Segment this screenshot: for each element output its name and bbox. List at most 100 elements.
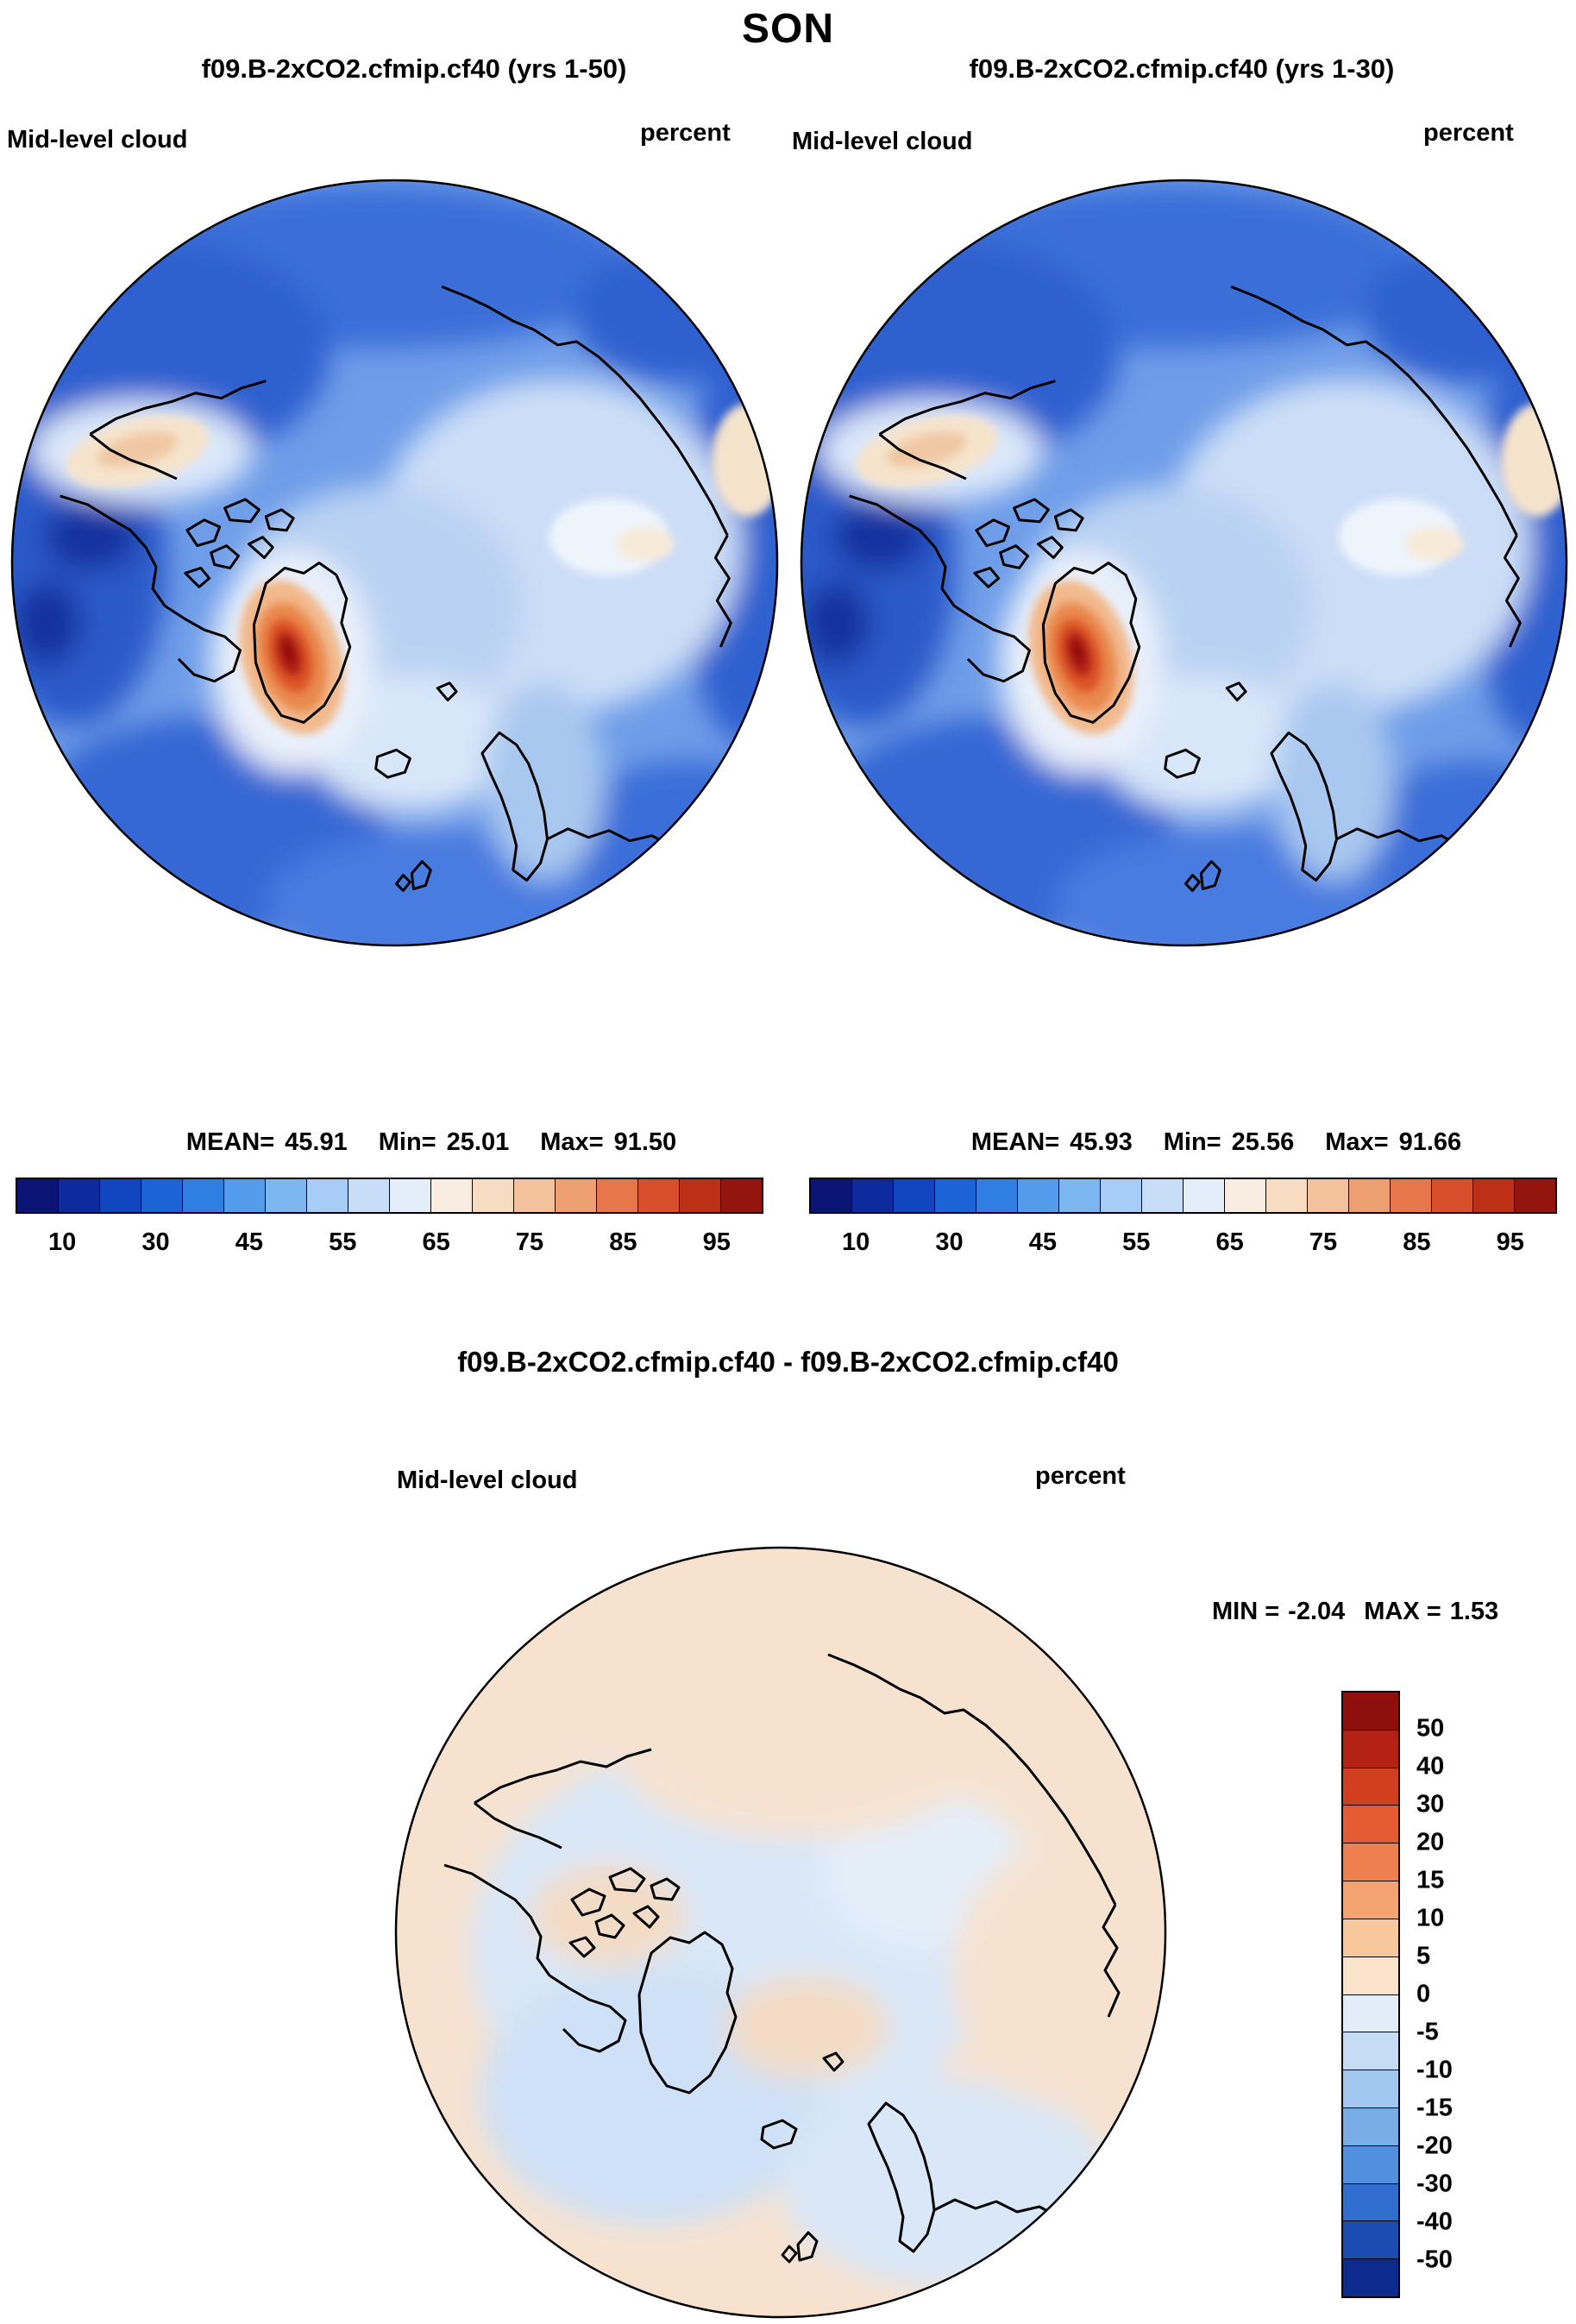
colorbar-left: [16, 1178, 763, 1214]
colorbar-segment: [265, 1179, 306, 1212]
colorbar-ticks-right: 10 30 45 55 65 75 85 95: [809, 1223, 1557, 1259]
colorbar-segment: [1343, 1918, 1398, 1957]
colorbar-label: 15: [1416, 1866, 1445, 1894]
colorbar-segment: [389, 1179, 430, 1212]
colorbar-segment: [223, 1179, 265, 1212]
colorbar-tick: 45: [235, 1228, 264, 1256]
colorbar-label: -5: [1416, 2018, 1439, 2046]
colorbar-segment: [1343, 2258, 1398, 2296]
colorbar-segment: [934, 1179, 976, 1212]
colorbar-segment: [1100, 1179, 1141, 1212]
colorbar-label: 5: [1416, 1942, 1431, 1970]
colorbar-tick: 30: [935, 1228, 964, 1256]
run-title-right: f09.B-2xCO2.cfmip.cf40 (yrs 1-30): [969, 53, 1395, 84]
polar-map-left: [9, 177, 781, 949]
colorbar-segment: [1017, 1179, 1058, 1212]
colorbar-segment: [1058, 1179, 1100, 1212]
colorbar-tick: 65: [1215, 1228, 1244, 1256]
polar-map-difference: [392, 1544, 1169, 2321]
colorbar-tick: 30: [141, 1228, 170, 1256]
colorbar-tick: 10: [842, 1228, 870, 1256]
colorbar-label: 0: [1416, 1980, 1431, 2008]
diff-max-value: 1.53: [1449, 1598, 1499, 1625]
difference-units-label: percent: [1035, 1462, 1126, 1490]
colorbar-segment: [99, 1179, 141, 1212]
colorbar-segment: [58, 1179, 99, 1212]
colorbar-label: 30: [1416, 1790, 1445, 1818]
colorbar-ticks-left: 10 30 45 55 65 75 85 95: [16, 1223, 763, 1259]
colorbar-segment: [141, 1179, 182, 1212]
colorbar-tick: 75: [515, 1228, 544, 1256]
colorbar-segment: [1343, 2107, 1398, 2145]
colorbar-segment: [1343, 1693, 1398, 1730]
colorbar-tick: 55: [1122, 1228, 1151, 1256]
page-title: SON: [741, 6, 834, 52]
colorbar-segment: [720, 1179, 762, 1212]
colorbar-segment: [1343, 1729, 1398, 1768]
colorbar-segment: [1343, 2145, 1398, 2183]
diff-max-label: MAX =: [1364, 1598, 1441, 1625]
colorbar-segment: [1431, 1179, 1472, 1212]
diff-min-value: -2.04: [1288, 1598, 1346, 1625]
max-value: 91.50: [613, 1128, 677, 1156]
difference-title: f09.B-2xCO2.cfmip.cf40 - f09.B-2xCO2.cfm…: [457, 1346, 1119, 1378]
diff-min-label: MIN =: [1212, 1598, 1280, 1625]
max-label: Max=: [1325, 1128, 1389, 1156]
min-label: Min=: [1163, 1128, 1221, 1156]
colorbar-segment: [1472, 1179, 1514, 1212]
colorbar-segment: [430, 1179, 472, 1212]
colorbar-tick: 45: [1028, 1228, 1058, 1256]
colorbar-segment: [1224, 1179, 1265, 1212]
map-panel-left: [9, 177, 781, 949]
colorbar-tick: 95: [1496, 1228, 1524, 1256]
colorbar-segment: [1343, 1956, 1398, 1994]
mean-value: 45.93: [1070, 1128, 1133, 1156]
colorbar-segment: [1183, 1179, 1224, 1212]
colorbar-segment: [1343, 2220, 1398, 2259]
units-label-left: percent: [640, 119, 731, 147]
max-value: 91.66: [1398, 1128, 1462, 1156]
difference-variable-label: Mid-level cloud: [397, 1467, 578, 1494]
variable-label-right: Mid-level cloud: [792, 128, 973, 155]
stats-right: MEAN= 45.93 Min= 25.56 Max= 91.66: [845, 1128, 1576, 1157]
colorbar-label: -10: [1416, 2056, 1453, 2084]
polar-map-right: [798, 177, 1570, 949]
colorbar-label: 40: [1416, 1752, 1445, 1781]
run-title-left: f09.B-2xCO2.cfmip.cf40 (yrs 1-50): [201, 53, 627, 84]
colorbar-segment: [1307, 1179, 1348, 1212]
colorbar-label: -50: [1416, 2245, 1453, 2274]
difference-colorbar-labels: 50 40 30 20 15 10 5 0 -5 -10 -15 -20 -30…: [1416, 1691, 1511, 2298]
min-value: 25.01: [446, 1128, 510, 1156]
colorbar-label: 50: [1416, 1714, 1445, 1743]
colorbar-segment: [637, 1179, 679, 1212]
colorbar-segment: [893, 1179, 934, 1212]
colorbar-segment: [596, 1179, 637, 1212]
colorbar-segment: [555, 1179, 596, 1212]
stats-left: MEAN= 45.91 Min= 25.01 Max= 91.50: [52, 1128, 811, 1157]
colorbar-segment: [851, 1179, 893, 1212]
colorbar-segment: [1343, 2032, 1398, 2070]
colorbar-segment: [17, 1179, 58, 1212]
colorbar-segment: [306, 1179, 348, 1212]
colorbar-segment: [348, 1179, 389, 1212]
mean-label: MEAN=: [970, 1128, 1060, 1156]
colorbar-tick: 95: [702, 1228, 731, 1256]
colorbar-label: 10: [1416, 1904, 1445, 1932]
colorbar-segment: [1348, 1179, 1390, 1212]
colorbar-segment: [1265, 1179, 1307, 1212]
mean-value: 45.91: [285, 1128, 348, 1156]
colorbar-segment: [679, 1179, 720, 1212]
colorbar-right: [809, 1178, 1557, 1214]
colorbar-tick: 85: [1403, 1228, 1431, 1256]
colorbar-segment: [1390, 1179, 1431, 1212]
colorbar-label: -15: [1416, 2094, 1453, 2122]
colorbar-segment: [1141, 1179, 1183, 1212]
mean-label: MEAN=: [185, 1128, 275, 1156]
max-label: Max=: [540, 1128, 604, 1156]
colorbar-segment: [1343, 1805, 1398, 1843]
colorbar-segment: [1343, 2070, 1398, 2107]
colorbar-segment: [1514, 1179, 1555, 1212]
colorbar-segment: [1343, 1767, 1398, 1806]
colorbar-label: -30: [1416, 2170, 1453, 2198]
